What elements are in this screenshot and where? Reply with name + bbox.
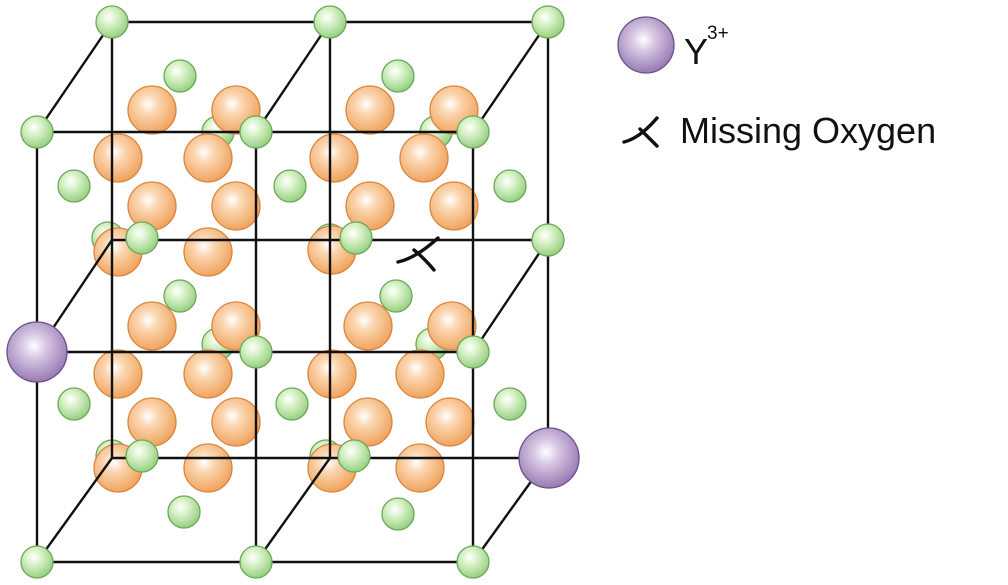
lattice-edge [471,20,550,134]
yttrium-ion-icon [617,16,675,74]
zirconium-ion [456,545,490,579]
zirconium-ion [381,497,415,531]
oxygen-ion [127,301,177,351]
oxygen-ion [309,133,359,183]
lattice-edge [35,20,114,134]
legend: Y 3+ Missing Oxygen [617,16,936,151]
zirconium-ion [339,221,373,255]
zirconium-ion [531,5,565,39]
oxygen-ion [127,397,177,447]
zirconium-ion [456,115,490,149]
oxygen-ion [183,443,233,493]
oxygen-ion [399,133,449,183]
oxygen-ion [345,85,395,135]
zirconium-ion [239,335,273,369]
zirconium-ion [163,279,197,313]
oxygen-vacancy-icon [396,236,440,272]
zirconium-ion [239,545,273,579]
legend-item-missing-oxygen: Missing Oxygen [622,110,936,151]
zirconium-ion [379,279,413,313]
oxygen-ion [183,349,233,399]
oxygen-ion [93,349,143,399]
legend-yttrium-charge: 3+ [707,23,729,44]
zirconium-ion [493,169,527,203]
zirconium-ion [57,387,91,421]
zirconium-ion [273,169,307,203]
legend-yttrium-symbol: Y [684,31,708,72]
yttrium-ion [518,427,580,489]
back-layer-atoms [57,59,527,531]
zirconium-ion [167,495,201,529]
zirconium-ion [125,221,159,255]
zirconium-ion [456,335,490,369]
oxygen-ion [211,181,261,231]
legend-item-yttrium: Y 3+ [617,16,729,74]
front-layer-atoms [6,5,580,579]
zirconium-ion [125,439,159,473]
oxygen-ion [429,181,479,231]
zirconium-ion [163,59,197,93]
zirconium-ion [20,545,54,579]
lattice-edge [254,456,332,564]
zirconium-ion [239,115,273,149]
zirconium-ion [95,5,129,39]
oxygen-ion [211,397,261,447]
oxygen-ion [425,397,475,447]
oxygen-ion [93,133,143,183]
zirconium-ion [337,439,371,473]
legend-missing-oxygen-label: Missing Oxygen [680,110,936,151]
oxygen-ion [183,133,233,183]
zirconium-ion [275,387,309,421]
missing-oxygen-icon [622,116,659,148]
oxygen-ion [127,85,177,135]
oxygen-ion [183,227,233,277]
oxygen-ion [395,443,445,493]
zirconium-ion [20,115,54,149]
lattice-edge [35,456,114,564]
oxygen-ion [343,397,393,447]
zirconium-ion [57,169,91,203]
zirconium-ion [381,59,415,93]
yttrium-ion [6,321,68,383]
oxygen-ion [343,301,393,351]
zirconium-ion [493,387,527,421]
lattice-edge [254,20,332,134]
oxygen-ion [127,181,177,231]
zirconium-ion [313,5,347,39]
oxygen-ion [395,349,445,399]
lattice-edge [471,238,550,354]
oxygen-ion [307,349,357,399]
zirconium-ion [531,223,565,257]
